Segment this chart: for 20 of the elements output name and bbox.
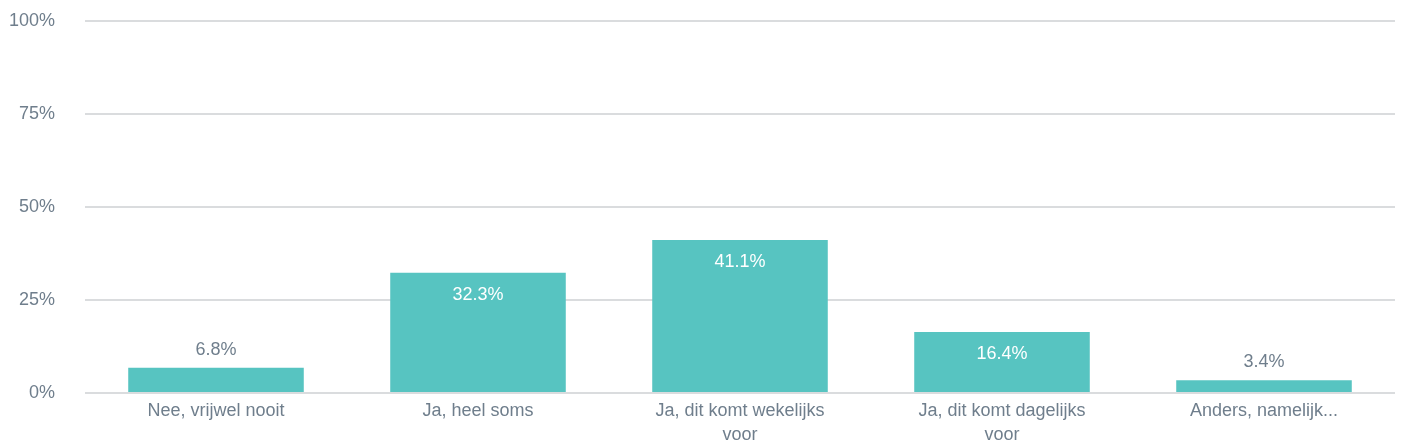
data-label: 41.1% — [714, 251, 766, 272]
data-label: 6.8% — [195, 338, 237, 359]
bar — [1176, 380, 1352, 392]
y-tick-label: 50% — [18, 195, 55, 216]
x-tick-label: Ja, dit komt wekelijks voor — [655, 400, 825, 444]
x-tick-label: Ja, dit komt dagelijks voor — [918, 400, 1086, 444]
y-tick-label: 100% — [8, 9, 55, 30]
x-tick-label: Anders, namelijk... — [1189, 400, 1339, 421]
data-label: 32.3% — [452, 283, 504, 304]
x-tick-label: Ja, heel soms — [422, 400, 534, 421]
bar — [652, 240, 828, 392]
data-label: 3.4% — [1243, 351, 1285, 372]
bar — [128, 367, 304, 392]
bar — [914, 331, 1090, 392]
bar — [390, 272, 566, 392]
data-label: 16.4% — [976, 342, 1028, 363]
y-tick-label: 0% — [28, 381, 55, 402]
y-tick-label: 25% — [18, 288, 55, 309]
x-tick-label: Nee, vrijwel nooit — [147, 400, 285, 421]
y-tick-label: 75% — [18, 102, 55, 123]
